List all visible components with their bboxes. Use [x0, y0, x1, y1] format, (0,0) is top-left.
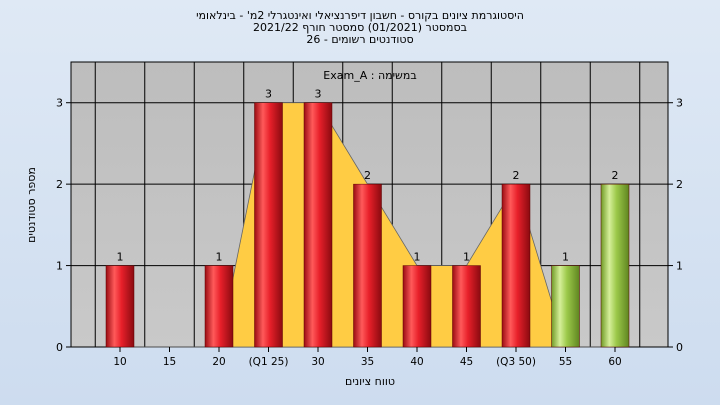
y-tick-label-right: 3 — [676, 97, 683, 110]
x-axis-label: טווח ציונים — [345, 375, 395, 388]
data-label: 3 — [315, 88, 322, 101]
x-tick-label: 15 — [163, 356, 176, 368]
x-tick-label: (Q3 50) — [496, 356, 536, 368]
data-label: 2 — [513, 169, 520, 182]
y-tick-label-right: 0 — [676, 341, 683, 354]
x-tick-label: 10 — [113, 356, 126, 368]
x-tick-label: 60 — [608, 356, 621, 368]
x-tick-label: 55 — [559, 356, 572, 368]
legend-text: Exam_A : במשימה — [323, 69, 416, 82]
y-tick-label-left: 0 — [56, 341, 63, 354]
bar — [254, 102, 283, 348]
y-tick-label-right: 2 — [676, 178, 683, 191]
data-label: 3 — [265, 88, 272, 101]
bar-layer — [105, 102, 630, 348]
bar — [600, 183, 630, 348]
y-tick-label-left: 3 — [56, 97, 63, 110]
y-tick-label-right: 1 — [676, 260, 683, 273]
x-tick-label: 30 — [311, 356, 324, 368]
axis-layer: 0 0 1 1 2 2 3 3 10 15 20 (Q1 25) 30 35 40 45 (Q3 50) 55 60 — [56, 97, 683, 368]
bar — [452, 265, 481, 348]
data-label: 1 — [562, 251, 569, 264]
y-tick-label-left: 1 — [56, 260, 63, 273]
bar — [353, 183, 382, 348]
y-axis-label: מספר סטודנטים — [25, 167, 38, 243]
label-layer: 1 1 3 3 2 1 1 2 1 2 — [117, 88, 619, 264]
bar — [402, 265, 432, 348]
data-label: 1 — [414, 251, 421, 264]
data-label: 1 — [216, 251, 223, 264]
x-tick-label: 45 — [460, 356, 473, 368]
bar — [501, 183, 531, 348]
x-tick-label: 40 — [410, 356, 423, 368]
chart-title-line-2: בסמסטר (01/2021) סמסטר חורף 2021/22 — [253, 21, 467, 34]
data-label: 1 — [463, 251, 470, 264]
chart-title-line-3: סטודנטים רשומים - 26 — [306, 33, 414, 46]
x-tick-label: 20 — [212, 356, 225, 368]
x-tick-label: (Q1 25) — [249, 356, 289, 368]
bar — [551, 265, 580, 348]
chart-title-line-1: היסטוגרמת ציונים בקורס - חשבון דיפרנציאל… — [196, 9, 524, 22]
data-label: 2 — [364, 169, 371, 182]
bar — [105, 265, 135, 348]
y-tick-label-left: 2 — [56, 178, 63, 191]
bar — [204, 265, 234, 348]
bar — [303, 102, 333, 348]
x-tick-label: 35 — [361, 356, 374, 368]
data-label: 1 — [117, 251, 124, 264]
data-label: 2 — [612, 169, 619, 182]
